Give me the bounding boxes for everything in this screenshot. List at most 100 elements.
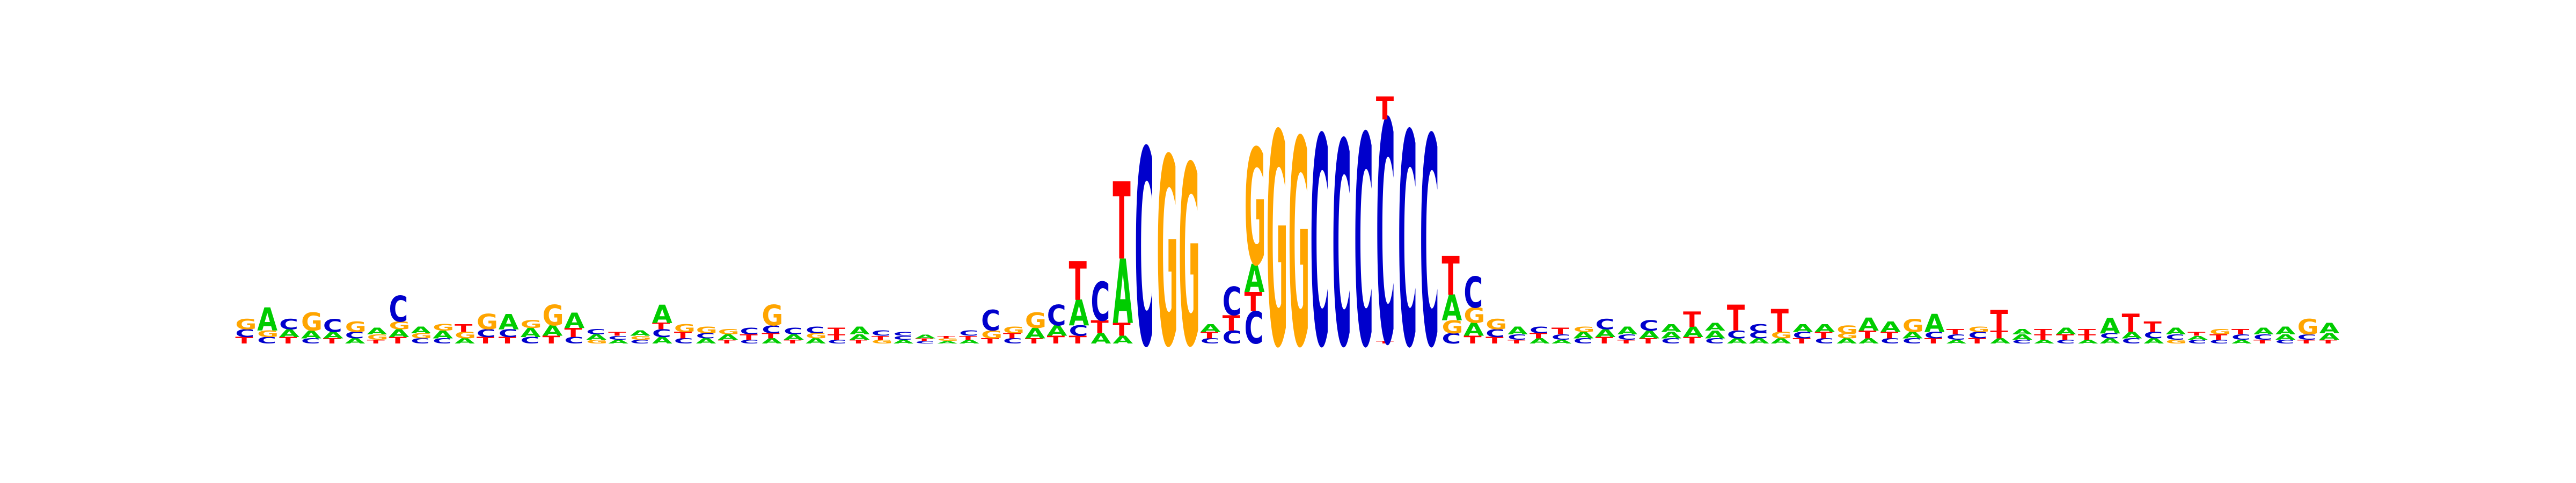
logo-letter-t-pos-32-2: T (916, 338, 934, 342)
logo-letter-t-pos-20-3: T (652, 321, 670, 331)
logo-letter-a-pos-17-2: A (586, 333, 606, 341)
logo-letter-c-pos-80-2: C (1968, 330, 1988, 340)
logo-letter-c-pos-28-1: C (828, 339, 847, 345)
logo-letter-c-pos-5-3: C (323, 316, 342, 336)
logo-letter-g-pos-77-3: G (1902, 316, 1924, 336)
logo-letter-c-pos-60-3: C (1529, 325, 1549, 335)
logo-letter-t-pos-28-2: T (828, 333, 846, 341)
logo-letter-c-pos-45-1: C (1201, 337, 1220, 345)
logo-letter-g-pos-17-1: G (586, 339, 608, 345)
logo-letter-t-pos-79-3: T (1946, 328, 1965, 336)
logo-letter-c-pos-1-2: C (235, 327, 254, 339)
logo-letter-c-pos-53-2: C (1376, 59, 1395, 413)
logo-letter-g-pos-36-3: G (1003, 325, 1024, 335)
logo-letter-c-pos-46-3: C (1223, 279, 1242, 324)
logo-letter-g-pos-8-3: G (389, 319, 411, 332)
logo-letter-c-pos-42-1: C (1135, 94, 1154, 407)
logo-letter-a-pos-70-1: A (1749, 337, 1769, 345)
logo-letter-g-pos-25-4: G (762, 299, 783, 332)
logo-letter-c-pos-76-1: C (1880, 337, 1900, 345)
logo-letter-a-pos-29-3: A (850, 325, 870, 337)
logo-letter-a-pos-78-3: A (1924, 310, 1945, 338)
logo-letter-t-pos-45-2: T (1201, 330, 1219, 340)
logo-letter-a-pos-38-2: A (1047, 323, 1068, 339)
logo-letter-a-pos-74-1: A (1836, 337, 1857, 345)
logo-letter-c-pos-56-1: C (1442, 331, 1461, 347)
logo-letter-a-pos-10-2: A (433, 328, 453, 341)
logo-letter-c-pos-16-1: C (565, 335, 584, 346)
logo-letter-t-pos-80-1: T (1968, 337, 1987, 345)
logo-letter-t-pos-36-2: T (1003, 332, 1021, 340)
logo-letter-c-pos-14-1: C (521, 335, 540, 346)
logo-letter-c-pos-25-3: C (762, 323, 781, 335)
logo-letter-g-pos-74-3: G (1836, 323, 1858, 335)
logo-letter-a-pos-87-2: A (2122, 330, 2142, 340)
logo-letter-t-pos-73-2: T (1814, 330, 1833, 340)
logo-letter-a-pos-68-3: A (1705, 320, 1725, 333)
logo-letter-t-pos-92-3: T (2231, 328, 2250, 336)
logo-letter-a-pos-27-1: A (806, 337, 826, 345)
logo-letter-a-pos-7-3: A (367, 326, 387, 336)
logo-letter-c-pos-57-4: C (1463, 269, 1483, 318)
logo-letter-c-pos-38-3: C (1047, 299, 1066, 332)
logo-letter-c-pos-47-1: C (1245, 302, 1264, 354)
logo-letter-t-pos-78-1: T (1924, 337, 1943, 345)
logo-letter-a-pos-61-1: A (1552, 339, 1572, 345)
logo-letter-a-pos-16-3: A (565, 309, 585, 333)
logo-letter-c-pos-58-2: C (1485, 327, 1505, 339)
logo-letter-a-pos-4-2: A (301, 328, 321, 341)
logo-letter-a-pos-75-1: A (1858, 337, 1879, 345)
logo-letter-a-pos-32-3: A (916, 333, 936, 340)
logo-letter-g-pos-22-3: G (696, 325, 718, 335)
logo-letter-c-pos-87-1: C (2122, 337, 2141, 345)
logo-letter-c-pos-73-1: C (1814, 337, 1834, 345)
logo-letter-t-pos-46-2: T (1223, 311, 1241, 335)
logo-letter-g-pos-2-2: G (257, 329, 279, 339)
logo-letter-a-pos-82-3: A (2012, 328, 2032, 336)
logo-letter-c-pos-36-1: C (1003, 337, 1022, 345)
logo-letter-g-pos-7-2: G (367, 333, 389, 341)
logo-letter-g-pos-33-2: G (937, 338, 958, 342)
logo-letter-c-pos-34-3: C (959, 330, 978, 338)
logo-letter-a-pos-25-1: A (762, 337, 782, 345)
logo-letter-c-pos-50-1: C (1310, 78, 1329, 412)
logo-letter-c-pos-20-2: C (652, 327, 671, 339)
logo-letter-c-pos-17-3: C (586, 328, 605, 336)
logo-letter-c-pos-9-1: C (411, 337, 430, 345)
logo-letter-t-pos-15-1: T (543, 333, 561, 346)
logo-letter-t-pos-1-1: T (235, 335, 253, 346)
logo-letter-c-pos-52-1: C (1354, 76, 1373, 411)
logo-letter-t-pos-53-3: T (1376, 90, 1394, 127)
logo-letter-t-pos-71-3: T (1771, 303, 1789, 340)
logo-letter-t-pos-84-2: T (2056, 333, 2074, 341)
logo-letter-c-pos-55-1: C (1420, 78, 1439, 412)
logo-letter-g-pos-21-3: G (674, 322, 696, 334)
logo-letter-a-pos-41-1: A (1113, 333, 1133, 346)
logo-letter-g-pos-95-3: G (2297, 316, 2319, 340)
logo-letter-a-pos-83-1: A (2034, 339, 2055, 345)
logo-letter-c-pos-62-1: C (1574, 337, 1593, 345)
logo-letter-c-pos-19-1: C (630, 339, 649, 345)
logo-letter-c-pos-70-3: C (1749, 322, 1768, 334)
logo-letter-g-pos-43-1: G (1157, 104, 1178, 405)
logo-letter-g-pos-23-3: G (718, 328, 740, 336)
logo-letter-a-pos-8-2: A (389, 327, 409, 339)
logo-letter-a-pos-6-1: A (345, 337, 365, 345)
logo-letter-a-pos-93-3: A (2253, 326, 2274, 336)
logo-letter-t-pos-40-2: T (1091, 317, 1109, 338)
logo-letter-a-pos-81-1: A (1990, 337, 2010, 345)
logo-letter-c-pos-27-3: C (806, 325, 825, 335)
logo-letter-t-pos-24-2: T (740, 333, 758, 341)
logo-letter-c-pos-18-2: C (608, 335, 627, 341)
logo-letter-t-pos-41-4: T (1113, 160, 1130, 284)
logo-letter-t-pos-67-1: T (1683, 335, 1701, 346)
logo-letter-t-pos-85-3: T (2078, 328, 2096, 336)
logo-letter-a-pos-85-1: A (2078, 339, 2099, 345)
logo-letter-g-pos-11-2: G (455, 330, 476, 340)
logo-letter-c-pos-51-1: C (1332, 85, 1351, 409)
logo-letter-a-pos-26-2: A (784, 333, 804, 341)
logo-letter-a-pos-69-1: A (1727, 337, 1747, 345)
logo-letter-t-pos-67-3: T (1683, 308, 1701, 332)
logo-letter-a-pos-66-2: A (1661, 330, 1681, 340)
